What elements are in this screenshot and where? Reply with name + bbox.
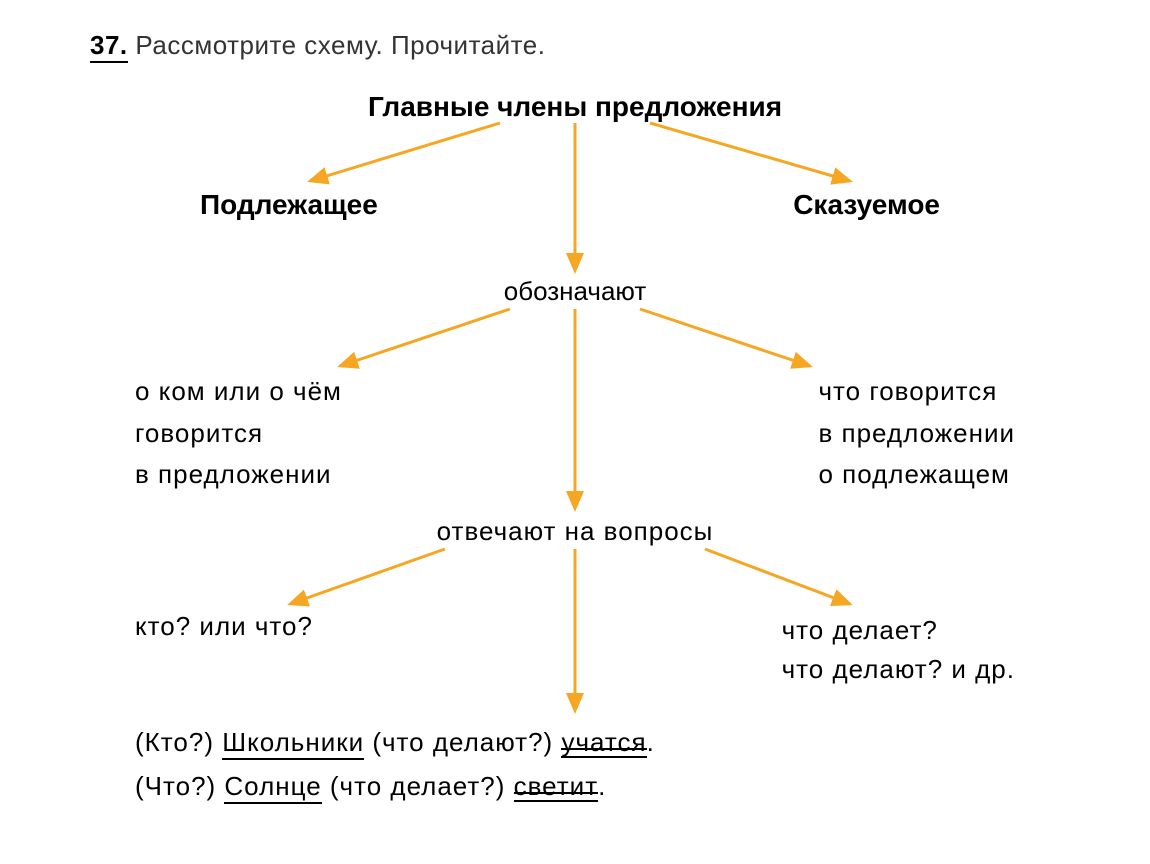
ex1-mid: (что делают?) bbox=[364, 727, 561, 757]
meaning-predicate: что говорится в предложении о подлежащем bbox=[818, 371, 1015, 496]
ex1-predicate: учатся bbox=[561, 727, 646, 757]
meaning-subject-line2: говорится bbox=[135, 413, 342, 455]
meaning-predicate-line1: что говорится bbox=[818, 371, 1015, 413]
example-2: (Что?) Солнце (что делает?) светит. bbox=[135, 771, 606, 802]
subject-label: Подлежащее bbox=[200, 189, 378, 221]
question-subject: кто? или что? bbox=[135, 611, 313, 642]
denote-label: обозначают bbox=[504, 276, 647, 307]
meaning-predicate-line2: в предложении bbox=[818, 413, 1015, 455]
diagram-title: Главные члены предложения bbox=[368, 91, 782, 123]
task-instruction: 37. Рассмотрите схему. Прочитайте. bbox=[90, 30, 1060, 61]
ex2-end: . bbox=[598, 771, 606, 801]
ex2-mid: (что делает?) bbox=[322, 771, 514, 801]
meaning-subject-line1: о ком или о чём bbox=[135, 371, 342, 413]
ex1-subject: Школьники bbox=[222, 727, 364, 760]
ex1-prefix: (Кто?) bbox=[135, 727, 222, 757]
meaning-predicate-line3: о подлежащем bbox=[818, 454, 1015, 496]
meaning-subject-line3: в предложении bbox=[135, 454, 342, 496]
ex2-predicate: светит bbox=[514, 771, 598, 801]
answer-label: отвечают на вопросы bbox=[437, 516, 714, 547]
ex2-prefix: (Что?) bbox=[135, 771, 224, 801]
ex1-end: . bbox=[647, 727, 655, 757]
task-text: Рассмотрите схему. Прочитайте. bbox=[135, 30, 545, 60]
predicate-label: Сказуемое bbox=[793, 189, 940, 221]
diagram: Главные члены предложения Подлежащее Ска… bbox=[90, 91, 1060, 841]
ex2-subject: Солнце bbox=[224, 771, 321, 804]
task-number: 37. bbox=[90, 30, 128, 63]
example-1: (Кто?) Школьники (что делают?) учатся. bbox=[135, 727, 655, 758]
question-predicate-line2: что делают? и др. bbox=[782, 650, 1015, 689]
question-predicate-line1: что делает? bbox=[782, 611, 1015, 650]
meaning-subject: о ком или о чём говорится в предложении bbox=[135, 371, 342, 496]
question-predicate: что делает? что делают? и др. bbox=[782, 611, 1015, 689]
